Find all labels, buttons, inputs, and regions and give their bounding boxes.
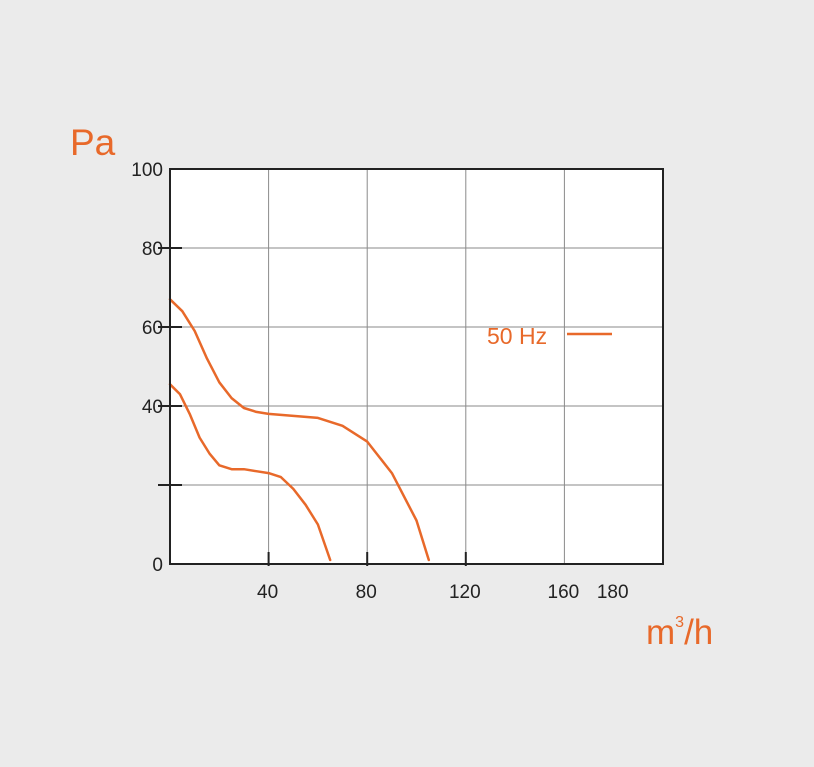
plot-area — [170, 169, 663, 564]
x-tick-label: 120 — [449, 582, 481, 603]
x-tick-label: 180 — [597, 582, 629, 603]
x-tick-label: 160 — [548, 582, 580, 603]
axis-ticks — [158, 247, 467, 566]
y-axis-label: Pa — [70, 122, 116, 163]
grid — [170, 169, 663, 564]
x-axis-label-sup: 3 — [675, 614, 684, 631]
tick-labels: 40 80 120 160 180 0 40 60 80 100 — [131, 160, 628, 603]
series-line-1 — [168, 298, 431, 562]
x-tick-label: 40 — [257, 582, 278, 603]
curves — [168, 298, 431, 562]
plot-frame — [169, 168, 664, 565]
x-tick-label: 80 — [356, 582, 377, 603]
x-axis-label-tail: /h — [684, 613, 713, 652]
y-tick-label: 80 — [142, 239, 163, 260]
x-axis-label: m3/h — [646, 613, 713, 652]
series-line-2 — [168, 383, 332, 562]
y-tick-label: 40 — [142, 397, 163, 418]
y-tick-label: 100 — [131, 160, 163, 181]
y-tick-label: 60 — [142, 318, 163, 339]
legend-label: 50 Hz — [487, 323, 547, 349]
x-axis-label-base: m — [646, 613, 675, 652]
y-tick-label: 0 — [152, 555, 163, 576]
